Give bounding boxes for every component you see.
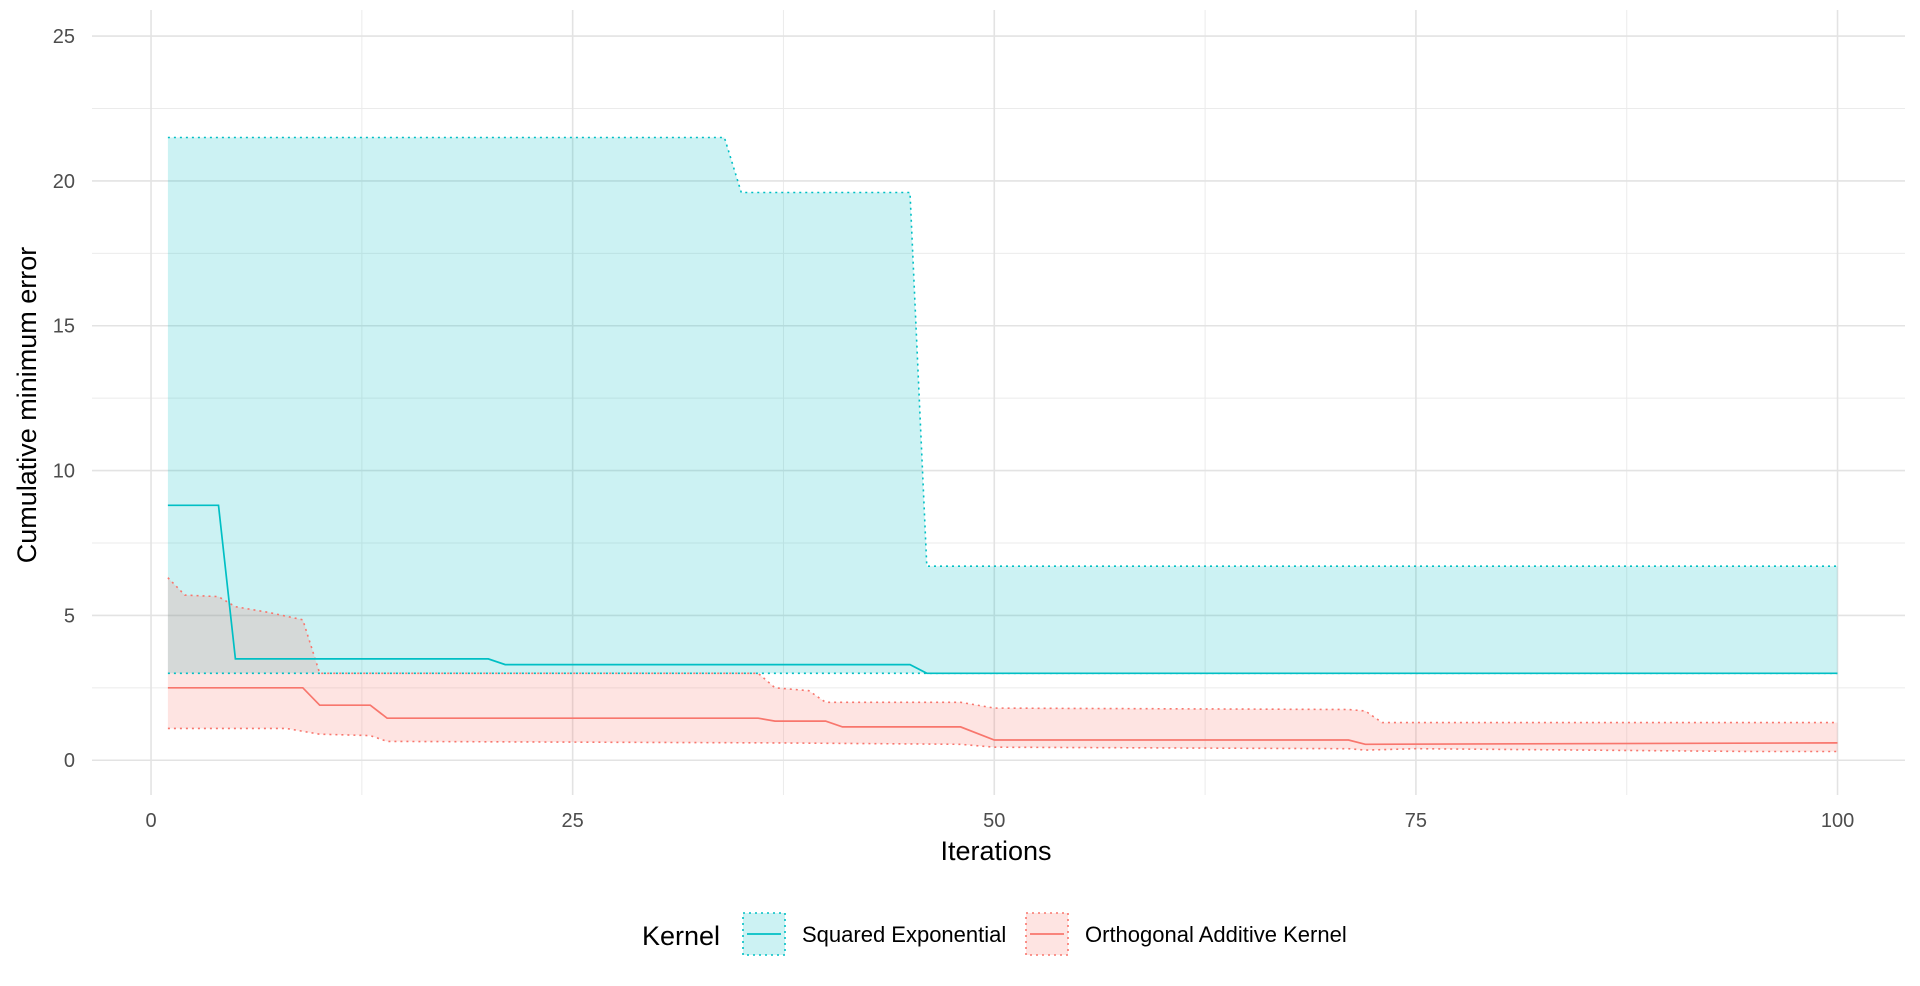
- legend-key-squared-exponential: [742, 912, 786, 956]
- x-tick-label: 50: [983, 810, 1005, 832]
- squared-exponential-upper-bound: [167, 136, 1838, 568]
- y-tick-label: 10: [53, 461, 75, 483]
- y-tick-label: 15: [53, 316, 75, 338]
- squared-exponential-line: [167, 504, 1838, 675]
- grid-major-lines: [92, 10, 1905, 795]
- legend-title: Kernel: [642, 921, 720, 951]
- y-axis-title: Cumulative minimum error: [12, 247, 42, 564]
- legend-label-orthogonal-additive-kernel: Orthogonal Additive Kernel: [1085, 922, 1347, 947]
- y-tick-label: 0: [64, 750, 75, 772]
- series-line-layer: [167, 504, 1838, 746]
- squared-exponential-ribbon: [167, 137, 1838, 674]
- y-tick-labels: 0 5 10 15 20 25: [53, 26, 75, 772]
- orthogonal-additive-kernel-ribbon: [167, 577, 1838, 752]
- y-tick-label: 5: [64, 605, 75, 627]
- legend-key-orthogonal-additive-kernel: [1025, 912, 1069, 956]
- ribbon-layer: [167, 137, 1838, 752]
- x-tick-labels: 0 25 50 75 100: [145, 810, 1854, 832]
- y-tick-label: 25: [53, 26, 75, 48]
- legend-label-squared-exponential: Squared Exponential: [802, 922, 1006, 947]
- legend-keys: [742, 912, 1069, 956]
- x-axis-title: Iterations: [940, 836, 1051, 866]
- y-tick-label: 20: [53, 171, 75, 193]
- x-tick-label: 100: [1821, 810, 1854, 832]
- grid-minor-lines: [92, 10, 1905, 795]
- x-tick-label: 75: [1405, 810, 1427, 832]
- legend: Kernel Squared Exponential Orthogonal Ad…: [642, 912, 1347, 956]
- orthogonal-additive-kernel-lower-bound: [167, 727, 1838, 753]
- x-tick-label: 0: [145, 810, 156, 832]
- x-tick-label: 25: [562, 810, 584, 832]
- orthogonal-additive-kernel-line: [167, 686, 1838, 746]
